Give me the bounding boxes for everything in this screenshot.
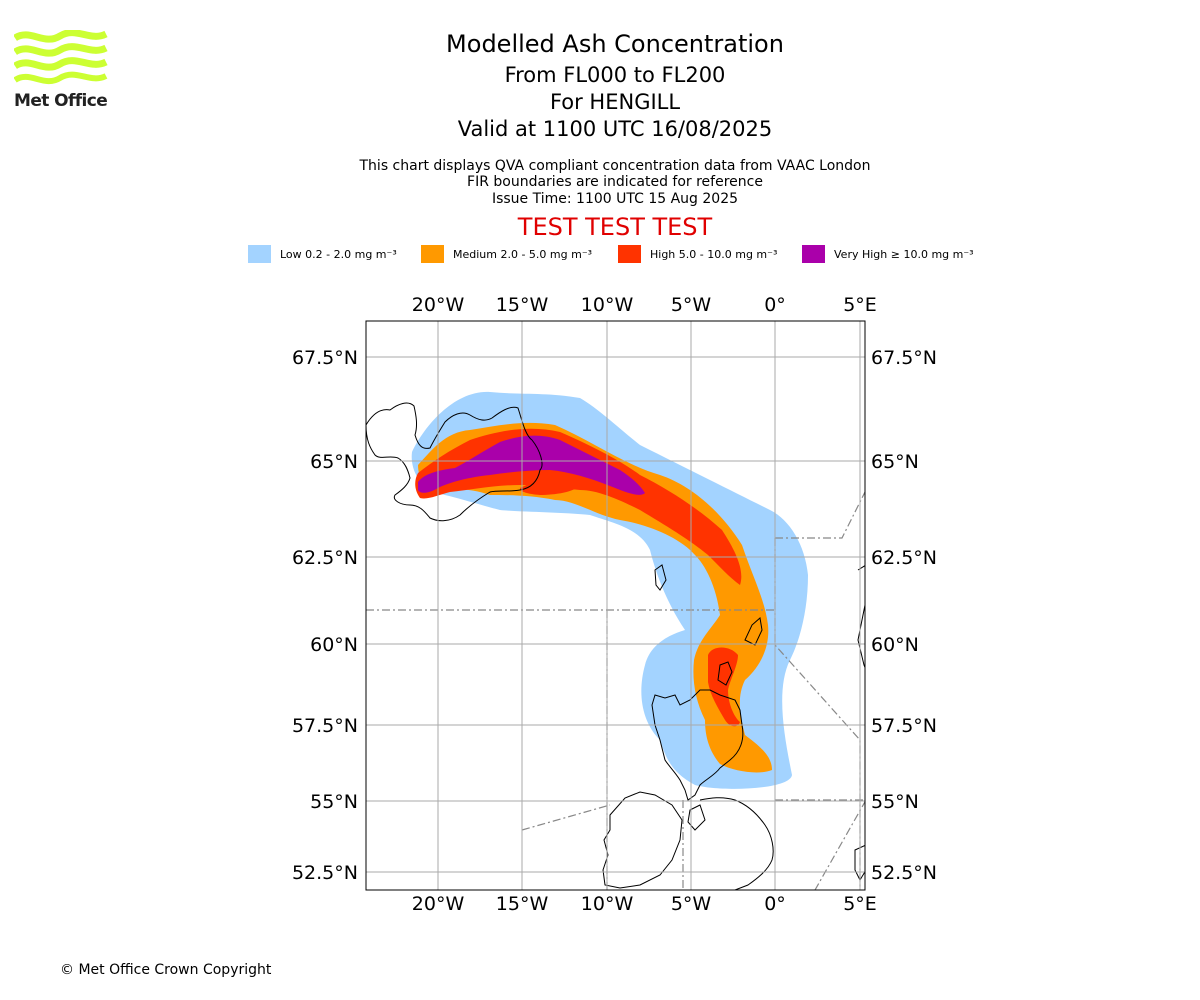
map-frame (365, 320, 866, 891)
ash-high-concentration (415, 428, 742, 727)
note-qva: This chart displays QVA compliant concen… (359, 158, 871, 174)
flight-levels: From FL000 to FL200 (504, 63, 726, 87)
legend-swatch-low (248, 245, 271, 263)
ash-very-high-concentration (418, 435, 645, 495)
legend-medium: Medium 2.0 - 5.0 mg m⁻³ (421, 244, 592, 264)
lon-tick-label-bottom: 15°W (496, 893, 549, 915)
legend-label-low: Low 0.2 - 2.0 mg m⁻³ (280, 247, 397, 261)
lat-tick-label-left: 52.5°N (292, 862, 358, 884)
copyright: © Met Office Crown Copyright (60, 962, 272, 978)
lat-tick-label-right: 57.5°N (871, 715, 937, 737)
lon-tick-label-top: 10°W (581, 294, 634, 316)
lat-tick-label-right: 65°N (871, 451, 919, 473)
lat-tick-label-right: 52.5°N (871, 862, 937, 884)
lon-tick-label-bottom: 20°W (412, 893, 465, 915)
lat-tick-label-left: 62.5°N (292, 547, 358, 569)
legend-high: High 5.0 - 10.0 mg m⁻³ (618, 244, 777, 264)
met-office-logo-text: Met Office (14, 91, 108, 111)
lon-tick-label-top: 5°E (843, 294, 877, 316)
lat-tick-label-right: 62.5°N (871, 547, 937, 569)
lat-tick-label-right: 60°N (871, 634, 919, 656)
legend-label-medium: Medium 2.0 - 5.0 mg m⁻³ (453, 247, 593, 261)
lon-tick-label-top: 0° (764, 294, 786, 316)
issue-time: Issue Time: 1100 UTC 15 Aug 2025 (491, 191, 739, 207)
legend-very-high: Very High ≥ 10.0 mg m⁻³ (802, 244, 974, 264)
legend-swatch-high (618, 245, 641, 263)
location: For HENGILL (549, 90, 681, 114)
valid-time: Valid at 1100 UTC 16/08/2025 (457, 117, 773, 141)
lon-tick-label-bottom: 5°W (671, 893, 712, 915)
legend-swatch-medium (421, 245, 444, 263)
lon-tick-label-top: 5°W (671, 294, 712, 316)
lon-tick-label-top: 20°W (412, 294, 465, 316)
test-warning: TEST TEST TEST (517, 213, 713, 241)
lon-tick-label-bottom: 10°W (581, 893, 634, 915)
lat-tick-label-left: 60°N (310, 634, 358, 656)
gridlines (366, 321, 865, 890)
legend-label-very-high: Very High ≥ 10.0 mg m⁻³ (834, 247, 974, 261)
tick-labels: 20°W 20°W 15°W 15°W 10°W 10°W 5°W 5°W 0° 0° 5°E 5°E… (292, 294, 937, 915)
lat-tick-label-left: 67.5°N (292, 347, 358, 369)
lon-tick-label-top: 15°W (496, 294, 549, 316)
lat-tick-label-left: 55°N (310, 791, 358, 813)
lat-tick-label-right: 55°N (871, 791, 919, 813)
legend-swatch-very-high (802, 245, 825, 263)
met-office-wave-icon (14, 30, 108, 85)
lat-tick-label-right: 67.5°N (871, 347, 937, 369)
legend-low: Low 0.2 - 2.0 mg m⁻³ (248, 244, 397, 264)
lon-tick-label-bottom: 5°E (843, 893, 877, 915)
lat-tick-label-left: 65°N (310, 451, 358, 473)
chart-title: Modelled Ash Concentration (446, 30, 784, 58)
lat-tick-label-left: 57.5°N (292, 715, 358, 737)
met-office-logo: Met Office (14, 30, 108, 112)
lon-tick-label-bottom: 0° (764, 893, 786, 915)
legend-label-high: High 5.0 - 10.0 mg m⁻³ (650, 247, 778, 261)
note-fir: FIR boundaries are indicated for referen… (467, 174, 763, 190)
